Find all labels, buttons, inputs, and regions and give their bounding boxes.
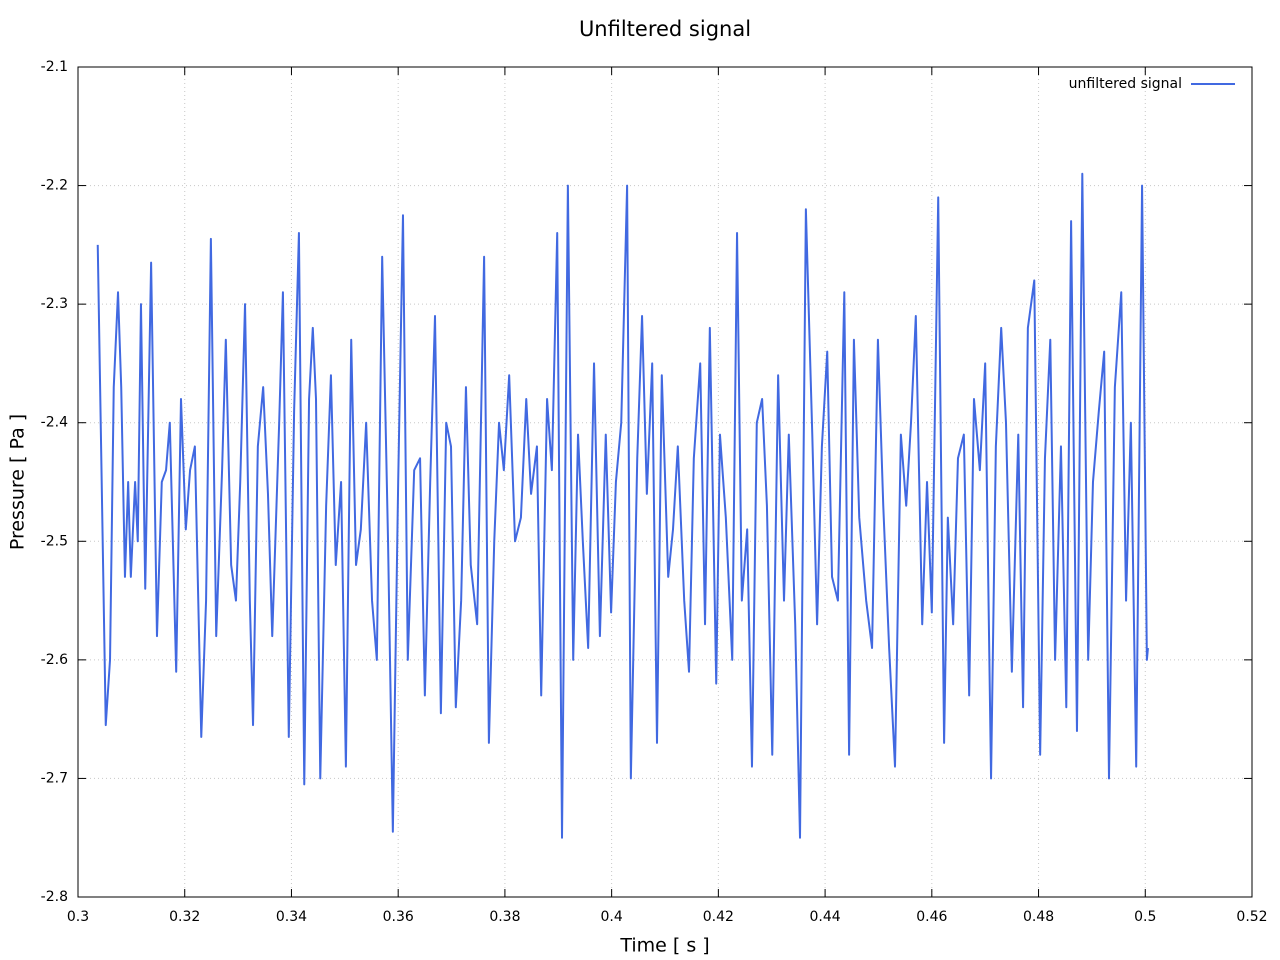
x-tick-label: 0.36	[383, 909, 414, 925]
x-tick-label: 0.32	[169, 909, 200, 925]
x-tick-label: 0.46	[916, 909, 947, 925]
signal-line	[96, 172, 1149, 839]
x-tick-label: 0.44	[810, 909, 841, 925]
x-axis-label: Time [ s ]	[619, 935, 709, 957]
x-tick-label: 0.52	[1236, 909, 1267, 925]
y-tick-label: -2.2	[41, 178, 68, 194]
y-tick-label: -2.4	[41, 415, 68, 431]
y-axis-label: Pressure [ Pa ]	[7, 414, 29, 550]
x-tick-label: 0.38	[489, 909, 520, 925]
y-tick-label: -2.1	[41, 59, 68, 75]
chart-title: Unfiltered signal	[579, 17, 751, 41]
x-tick-label: 0.4	[601, 909, 623, 925]
plot-border	[77, 66, 1253, 898]
x-tick-label: 0.3	[67, 909, 89, 925]
y-tick-label: -2.6	[41, 652, 68, 668]
x-tick-label: 0.5	[1134, 909, 1156, 925]
y-tick-label: -2.7	[41, 770, 68, 786]
x-tick-label: 0.34	[276, 909, 307, 925]
legend-label: unfiltered signal	[1069, 76, 1182, 92]
x-tick-label: 0.42	[703, 909, 734, 925]
x-tick-label: 0.48	[1023, 909, 1054, 925]
y-tick-label: -2.5	[41, 533, 68, 549]
y-tick-label: -2.8	[41, 889, 68, 905]
y-tick-label: -2.3	[41, 296, 68, 312]
